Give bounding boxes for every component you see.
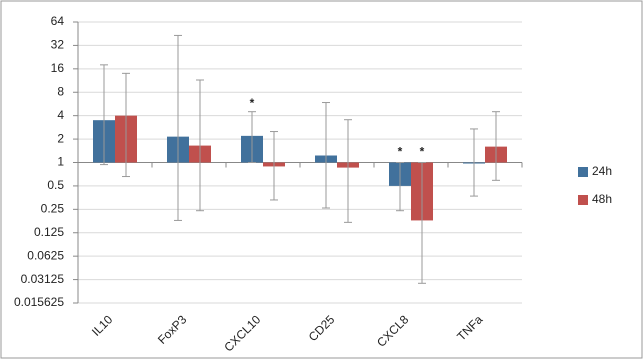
y-tick-label: 32 [51,38,65,52]
y-tick-label: 0.015625 [14,295,64,309]
y-tick-label: 0.0625 [27,248,64,262]
legend-label: 24h [592,164,612,178]
legend-swatch [578,167,588,177]
legend-swatch [578,195,588,205]
y-tick-label: 2 [57,131,64,145]
significance-marker: * [398,145,403,159]
y-tick-label: 4 [57,108,64,122]
y-tick-label: 64 [51,14,65,28]
y-tick-label: 0.5 [47,178,64,192]
y-tick-label: 0.25 [41,202,65,216]
y-tick-label: 16 [51,61,65,75]
legend-label: 48h [592,192,612,206]
y-tick-label: 0.125 [34,225,64,239]
y-tick-label: 1 [57,155,64,169]
significance-marker: * [420,145,425,159]
significance-marker: * [250,96,255,110]
y-tick-label: 0.03125 [21,272,65,286]
y-tick-label: 8 [57,84,64,98]
